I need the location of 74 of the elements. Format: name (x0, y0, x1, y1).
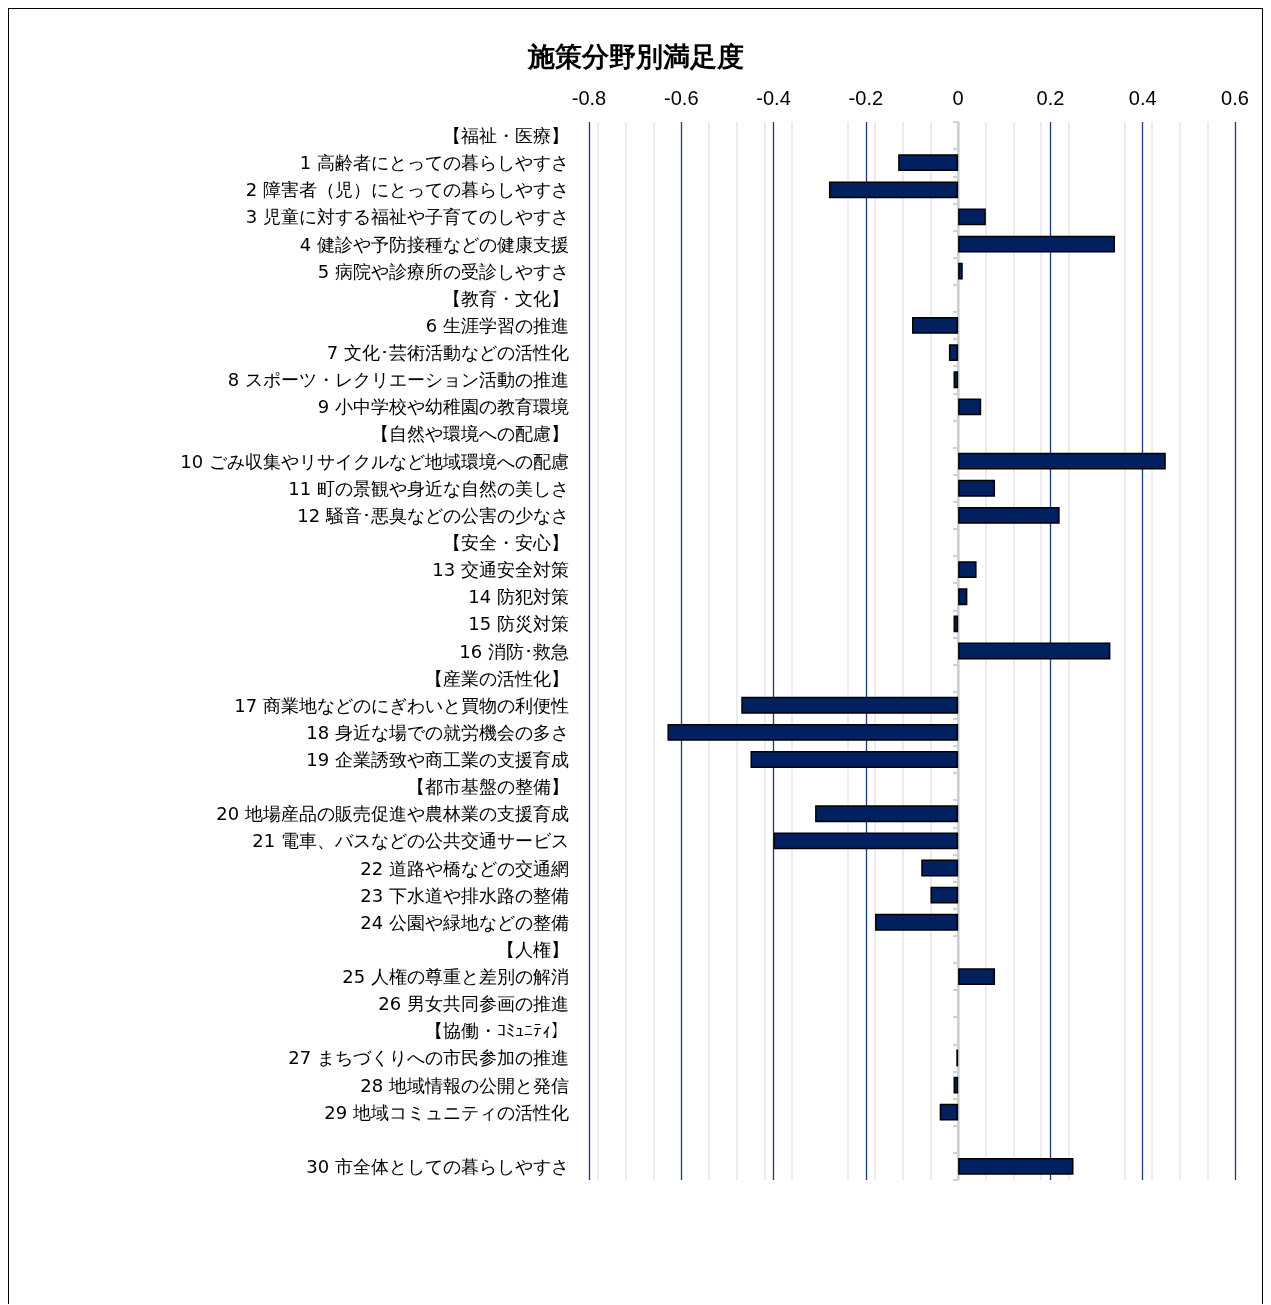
bar (958, 1158, 1074, 1175)
y-tick-label: 5 病院や診療所の受診しやすさ (317, 260, 569, 282)
bar (930, 886, 959, 904)
bar (875, 913, 959, 931)
y-tick-label: 【安全・安心】 (443, 531, 569, 553)
y-tick-label: 10 ごみ収集やリサイクルなど地域環境への配慮 (180, 450, 569, 472)
y-tick-label: 17 商業地などのにぎわいと買物の利便性 (234, 694, 569, 716)
y-tick-label: 21 電車、バスなどの公共交通サービス (252, 830, 569, 852)
bar (921, 859, 959, 877)
bar (667, 723, 959, 741)
bar (898, 154, 959, 172)
bar (948, 344, 959, 361)
y-tick-label: 23 下水道や排水路の整備 (360, 884, 569, 906)
x-tick-label: -0.6 (664, 87, 699, 109)
y-tick-label: 【産業の活性化】 (425, 667, 569, 689)
bar (958, 968, 996, 985)
y-tick-label: 【協働・ｺﾐｭﾆﾃｨ】 (425, 1020, 569, 1042)
bar (773, 832, 959, 850)
y-tick-label: 2 障害者（児）にとっての暮らしやすさ (245, 179, 569, 201)
y-tick-label: 27 まちづくりへの市民参加の推進 (288, 1047, 569, 1069)
x-tick-label: 0.6 (1221, 87, 1249, 109)
bar (750, 751, 959, 768)
y-tick-label: 11 町の景観や身近な自然の美しさ (288, 477, 569, 499)
bar (958, 588, 968, 606)
bar (958, 561, 977, 579)
y-tick-label: 13 交通安全対策 (432, 559, 569, 581)
bar (912, 317, 959, 334)
y-tick-label: 8 スポーツ・レクリエーション活動の推進 (227, 369, 569, 391)
y-tick-label: 3 児童に対する福祉や子育てのしやすさ (245, 206, 569, 228)
bar (958, 452, 1166, 470)
y-tick-label: 28 地域情報の公開と発信 (360, 1074, 569, 1096)
y-tick-label: 4 健診や予防接種などの健康支援 (299, 233, 569, 255)
y-tick-label: 【教育・文化】 (443, 287, 569, 309)
y-tick-label: 20 地場産品の販売促進や農林業の支援育成 (216, 803, 569, 825)
bar (958, 642, 1111, 660)
bar (958, 208, 986, 226)
x-tick-label: -0.4 (756, 87, 791, 109)
x-tick-label: 0 (952, 87, 964, 109)
bar (953, 371, 959, 389)
bar (815, 805, 959, 823)
y-tick-label: 29 地域コミュニティの活性化 (324, 1101, 569, 1123)
y-tick-label: 【都市基盤の整備】 (407, 776, 569, 798)
bar (958, 262, 963, 280)
bar (958, 398, 982, 416)
y-tick-label: 【福祉・医療】 (443, 125, 569, 147)
y-tick-label: 14 防犯対策 (468, 586, 569, 608)
y-tick-label: 9 小中学校や幼稚園の教育環境 (317, 396, 569, 418)
y-tick-label: 15 防災対策 (468, 613, 569, 635)
x-tick-label: 0.4 (1128, 87, 1157, 109)
y-tick-label: 25 人権の尊重と差別の解消 (342, 966, 569, 988)
chart-title: 施策分野別満足度 (526, 41, 744, 72)
y-tick-label: 12 騒音･悪臭などの公害の少なさ (297, 504, 569, 526)
y-tick-label: 18 身近な場での就労機会の多さ (306, 721, 569, 743)
bar (958, 506, 1060, 524)
y-tick-label: 26 男女共同参画の推進 (378, 993, 569, 1015)
bar (958, 479, 996, 497)
bar (939, 1103, 959, 1121)
bar (741, 696, 959, 714)
y-tick-label: 【自然や環境への配慮】 (371, 423, 569, 445)
y-tick-label: 1 高齢者にとっての暮らしやすさ (299, 152, 569, 174)
x-tick-label: -0.8 (571, 87, 607, 109)
x-tick-label: -0.2 (848, 87, 884, 109)
bar (958, 235, 1116, 253)
y-tick-label: 22 道路や橋などの交通網 (360, 857, 569, 879)
y-tick-label: 19 企業誘致や商工業の支援育成 (306, 749, 569, 771)
x-tick-label: 0.2 (1036, 87, 1065, 109)
bar (953, 615, 959, 633)
y-tick-label: 【人権】 (497, 938, 569, 960)
bar (828, 181, 959, 199)
y-tick-label: 24 公園や緑地などの整備 (360, 911, 569, 933)
y-tick-label: 6 生涯学習の推進 (425, 314, 569, 336)
y-tick-label: 16 消防･救急 (459, 640, 569, 662)
y-tick-label: 30 市全体としての暮らしやすさ (306, 1155, 569, 1177)
y-tick-label: 7 文化･芸術活動などの活性化 (326, 342, 569, 364)
